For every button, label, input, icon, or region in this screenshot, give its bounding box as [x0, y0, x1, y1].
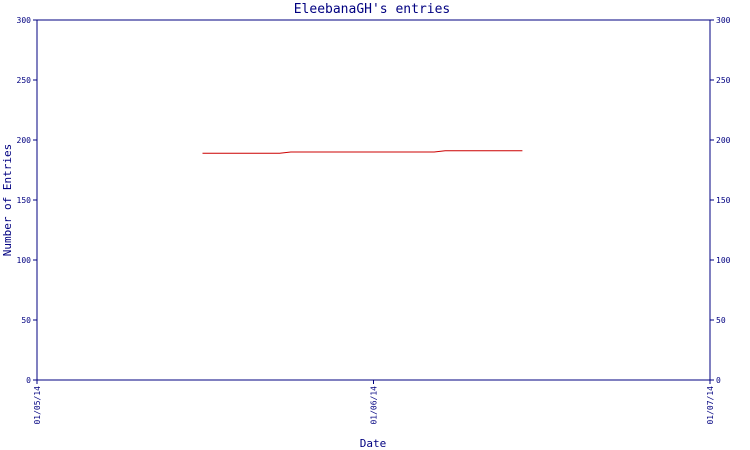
y-tick-label-right: 0	[716, 376, 721, 385]
left-y-axis: 0 50 100 150 200 250 300	[17, 16, 37, 385]
plot-frame	[36, 19, 711, 381]
chart-title: EleebanaGH's entries	[294, 2, 451, 17]
y-tick-label-left: 100	[17, 256, 32, 265]
x-axis-label: Date	[360, 437, 387, 450]
y-tick-label-left: 50	[21, 316, 31, 325]
series-line	[202, 150, 523, 154]
y-tick-label-right: 50	[716, 316, 726, 325]
x-tick-label: 01/05/14	[33, 386, 42, 425]
y-tick-label-right: 200	[716, 136, 731, 145]
y-tick-label-left: 200	[17, 136, 32, 145]
x-tick-label: 01/06/14	[370, 386, 379, 425]
y-tick-label-left: 250	[17, 76, 32, 85]
y-tick-label-right: 100	[716, 256, 731, 265]
y-tick-label-left: 0	[26, 376, 31, 385]
y-tick-label-right: 150	[716, 196, 731, 205]
y-tick-label-left: 150	[17, 196, 32, 205]
y-tick-label-right: 250	[716, 76, 731, 85]
right-y-axis: 0 50 100 150 200 250 300	[710, 16, 731, 385]
series-layer	[202, 150, 523, 154]
x-axis: 01/05/14 01/06/14 01/07/14	[33, 380, 715, 425]
y-tick-label-left: 300	[17, 16, 32, 25]
y-tick-label-right: 300	[716, 16, 731, 25]
x-tick-label: 01/07/14	[706, 386, 715, 425]
y-axis-label: Number of Entries	[1, 144, 14, 257]
